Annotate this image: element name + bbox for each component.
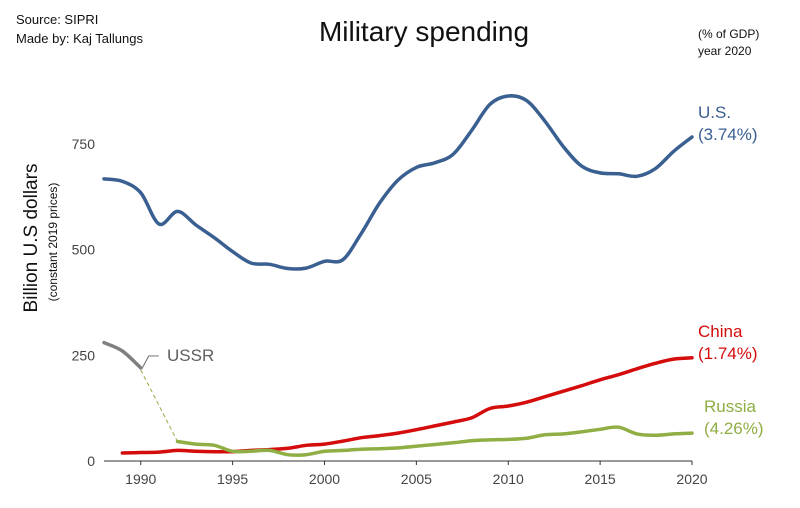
china-label-line1: China: [698, 322, 743, 341]
x-tick-label: 2020: [676, 471, 707, 487]
x-tick-label: 2005: [401, 471, 432, 487]
series-line-china: [120, 356, 694, 455]
us-label-line2: (3.74%): [698, 125, 758, 144]
russia-label-line2: (4.26%): [704, 419, 764, 438]
series-line-russia: [175, 425, 694, 457]
y-ticks: 0 250 500 750: [72, 136, 96, 469]
china-label-line2: (1.74%): [698, 344, 758, 363]
y-tick-label: 250: [72, 347, 96, 363]
ussr-label: USSR: [167, 346, 214, 365]
x-tick-label: 2015: [585, 471, 616, 487]
x-tick-label: 1990: [125, 471, 156, 487]
series-line-us: [102, 94, 694, 271]
x-tick-label: 2010: [493, 471, 524, 487]
ussr-leader-line: [141, 355, 159, 370]
x-tick-label: 2000: [309, 471, 340, 487]
gdp-note-line1: (% of GDP): [698, 27, 759, 41]
chart-title: Military spending: [319, 16, 529, 47]
series-line-ussr: [102, 340, 143, 370]
gdp-note-line2: year 2020: [698, 44, 752, 58]
source-text: Source: SIPRI: [16, 12, 98, 27]
y-axis-title: Billion U.S dollars: [21, 164, 42, 313]
us-label-line1: U.S.: [698, 103, 731, 122]
y-tick-label: 750: [72, 136, 96, 152]
ussr-russia-connector: [140, 369, 178, 442]
series-lines: [102, 94, 694, 457]
y-tick-label: 0: [87, 453, 95, 469]
x-tick-label: 1995: [217, 471, 248, 487]
y-tick-label: 500: [72, 242, 96, 258]
x-ticks: 1990 1995 2000 2005 2010 2015 2020: [125, 461, 708, 487]
russia-label-line1: Russia: [704, 397, 757, 416]
y-axis-subtitle: (constant 2019 prices): [46, 183, 60, 302]
made-by-text: Made by: Kaj Tallungs: [16, 31, 143, 46]
